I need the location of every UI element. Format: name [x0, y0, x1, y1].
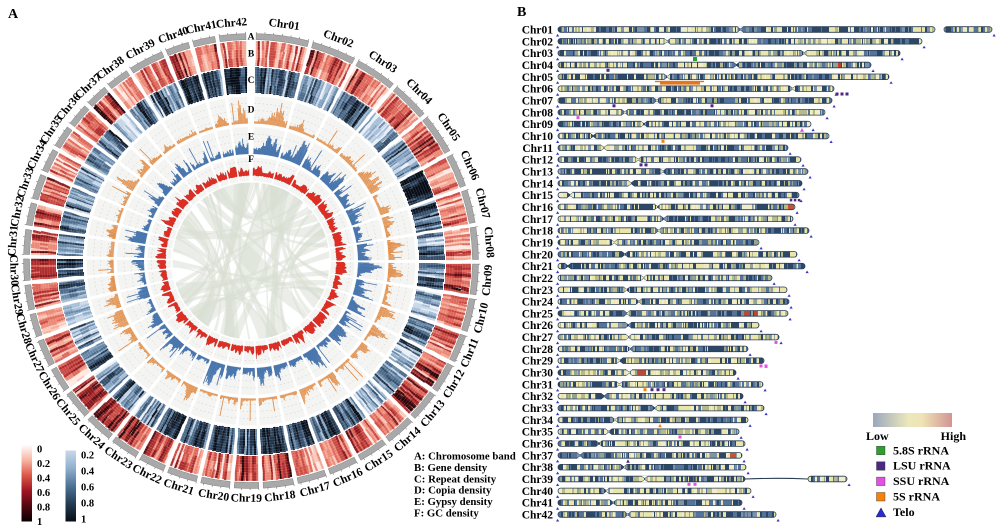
svg-text:Chr32: Chr32 [522, 391, 554, 403]
svg-text:Chr14: Chr14 [522, 178, 554, 190]
svg-text:Chr18: Chr18 [522, 226, 554, 238]
svg-text:Chr08: Chr08 [522, 107, 554, 119]
svg-text:Telo: Telo [893, 505, 915, 519]
svg-text:Chr31: Chr31 [522, 379, 554, 391]
svg-text:Chr34: Chr34 [522, 415, 554, 427]
svg-text:A: A [8, 7, 19, 22]
svg-text:Low: Low [866, 429, 889, 443]
svg-text:Chr31: Chr31 [6, 225, 21, 257]
svg-text:Chr07: Chr07 [522, 96, 554, 108]
svg-text:B: B [517, 5, 526, 20]
svg-text:C: Repeat density: C: Repeat density [414, 473, 497, 485]
svg-text:Chr02: Chr02 [522, 36, 554, 48]
svg-text:Chr03: Chr03 [522, 48, 554, 60]
svg-text:0.2: 0.2 [81, 451, 94, 462]
svg-text:Chr10: Chr10 [522, 131, 554, 143]
svg-text:Chr19: Chr19 [231, 492, 263, 505]
svg-text:Chr36: Chr36 [522, 439, 554, 451]
svg-text:Chr17: Chr17 [522, 214, 554, 226]
svg-text:5.8S rRNA: 5.8S rRNA [893, 443, 949, 457]
svg-text:Chr18: Chr18 [264, 489, 297, 505]
svg-text:0.2: 0.2 [37, 459, 50, 470]
svg-text:Chr08: Chr08 [481, 226, 495, 258]
svg-text:Chr21: Chr21 [522, 261, 554, 273]
svg-text:Chr19: Chr19 [522, 237, 554, 249]
svg-text:B: B [248, 50, 255, 60]
svg-text:C: C [248, 76, 255, 86]
svg-text:Chr06: Chr06 [522, 84, 554, 96]
svg-text:Chr39: Chr39 [522, 474, 554, 486]
svg-text:Chr29: Chr29 [8, 283, 25, 316]
svg-text:Chr01: Chr01 [522, 25, 554, 37]
svg-text:High: High [941, 429, 967, 443]
svg-text:Chr01: Chr01 [268, 17, 301, 33]
svg-text:Chr16: Chr16 [522, 202, 554, 214]
svg-text:Chr42: Chr42 [215, 16, 247, 31]
svg-text:Chr04: Chr04 [522, 60, 554, 72]
svg-text:0.4: 0.4 [37, 473, 51, 484]
svg-text:Chr12: Chr12 [522, 155, 554, 167]
svg-text:Chr05: Chr05 [522, 72, 554, 84]
svg-text:0.8: 0.8 [81, 499, 94, 510]
svg-text:Chr26: Chr26 [522, 320, 554, 332]
svg-text:0.8: 0.8 [37, 503, 50, 514]
svg-text:Chr09: Chr09 [522, 119, 554, 131]
svg-text:Chr13: Chr13 [522, 167, 554, 179]
svg-text:Chr23: Chr23 [522, 285, 554, 297]
svg-text:E: E [248, 133, 254, 143]
svg-text:F: GC density: F: GC density [414, 508, 479, 520]
svg-text:1: 1 [81, 515, 86, 526]
svg-text:Chr20: Chr20 [522, 249, 554, 261]
svg-text:Chr30: Chr30 [522, 368, 554, 380]
svg-text:5S rRNA: 5S rRNA [893, 490, 940, 504]
svg-text:B: Gene density: B: Gene density [414, 462, 488, 474]
svg-text:Chr37: Chr37 [522, 450, 554, 462]
svg-text:D: Copia density: D: Copia density [414, 485, 492, 497]
svg-text:Chr42: Chr42 [522, 510, 554, 522]
svg-text:Chr29: Chr29 [522, 356, 554, 368]
svg-text:Chr35: Chr35 [522, 427, 554, 439]
svg-text:A: A [248, 33, 255, 43]
svg-text:F: F [248, 155, 254, 165]
svg-text:1: 1 [37, 517, 42, 528]
svg-text:Chr30: Chr30 [7, 254, 20, 286]
svg-text:Chr25: Chr25 [522, 308, 554, 320]
svg-text:SSU rRNA: SSU rRNA [893, 474, 950, 488]
svg-text:D: D [248, 106, 255, 116]
svg-text:LSU rRNA: LSU rRNA [893, 459, 951, 473]
svg-text:Chr27: Chr27 [522, 332, 554, 344]
svg-text:E: Gypsy density: E: Gypsy density [414, 496, 493, 508]
svg-text:0.6: 0.6 [81, 483, 94, 494]
svg-text:Chr09: Chr09 [481, 264, 496, 296]
svg-text:Chr41: Chr41 [522, 498, 554, 510]
svg-text:Chr33: Chr33 [522, 403, 554, 415]
svg-text:Chr40: Chr40 [522, 486, 554, 498]
svg-text:Chr38: Chr38 [522, 462, 554, 474]
svg-text:A: Chromosome band: A: Chromosome band [414, 451, 516, 463]
svg-text:Chr11: Chr11 [522, 143, 553, 155]
svg-text:0.4: 0.4 [81, 467, 95, 478]
svg-text:Chr20: Chr20 [197, 487, 230, 504]
svg-text:0: 0 [37, 444, 42, 455]
svg-text:Chr22: Chr22 [522, 273, 554, 285]
svg-text:Chr24: Chr24 [522, 297, 554, 309]
svg-text:0.6: 0.6 [37, 488, 50, 499]
svg-text:Chr15: Chr15 [522, 190, 554, 202]
svg-text:Chr28: Chr28 [522, 344, 554, 356]
